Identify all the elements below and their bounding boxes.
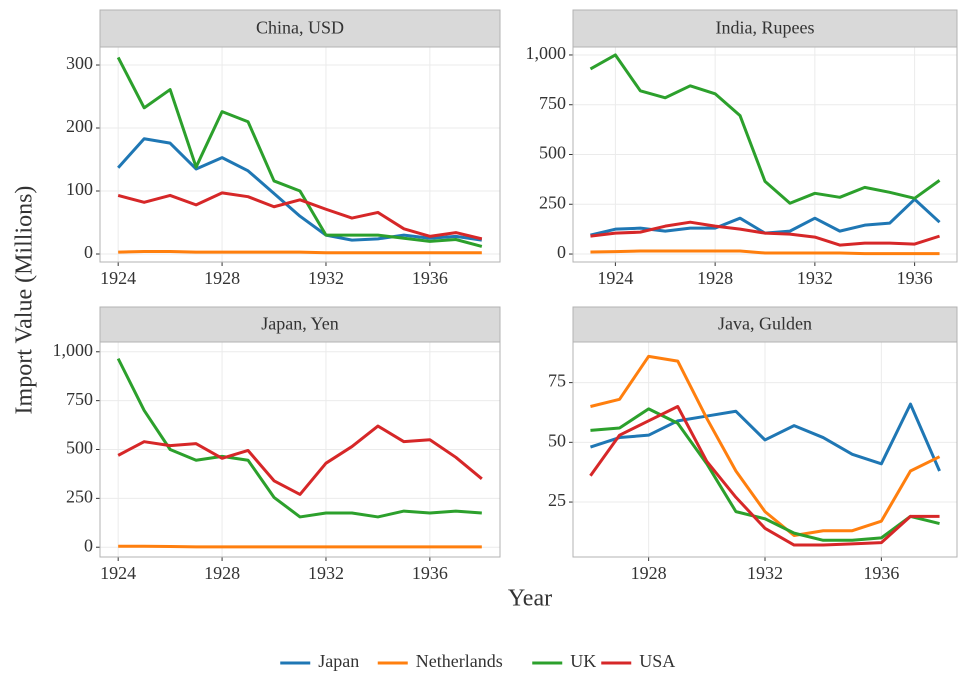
series-line (589, 405, 940, 547)
series-line (117, 424, 483, 496)
panel-border (572, 46, 958, 263)
x-tick-label: 1924 (100, 268, 136, 288)
series-line (589, 53, 941, 205)
panel-title: India, Rupees (716, 18, 815, 38)
y-tick-label: 500 (66, 438, 93, 458)
y-tick-label: 1,000 (53, 340, 94, 360)
y-tick-label: 100 (66, 179, 93, 199)
legend-label: USA (639, 651, 675, 671)
strip (572, 9, 958, 48)
series-line (590, 249, 940, 256)
y-tick-label: 25 (548, 490, 566, 510)
x-tick-label: 1932 (797, 268, 833, 288)
x-tick-label: 1936 (863, 563, 899, 583)
y-tick-label: 250 (66, 486, 93, 506)
panel-title: Java, Gulden (718, 314, 812, 334)
y-tick-label: 750 (66, 389, 93, 409)
legend-label: UK (570, 651, 596, 671)
y-tick-label: 300 (66, 53, 93, 73)
y-tick-label: 250 (539, 192, 566, 212)
y-tick-label: 0 (84, 535, 93, 555)
panel-title: Japan, Yen (261, 314, 339, 334)
y-tick-label: 50 (548, 430, 566, 450)
series-line (116, 357, 482, 519)
x-tick-label: 1936 (412, 563, 448, 583)
series-line (118, 249, 482, 255)
series-line (589, 402, 941, 472)
x-tick-label: 1928 (204, 563, 240, 583)
strip (99, 9, 501, 48)
series-line (116, 56, 483, 248)
x-tick-label: 1932 (308, 563, 344, 583)
series-line (117, 191, 483, 241)
strip (99, 306, 501, 343)
series-line (590, 220, 941, 247)
strip (572, 306, 958, 343)
x-tick-label: 1932 (747, 563, 783, 583)
y-tick-label: 0 (84, 242, 93, 262)
x-tick-label: 1932 (308, 268, 344, 288)
legend-label: Netherlands (416, 651, 503, 671)
x-axis-label: Year (508, 586, 552, 612)
legend-label: Japan (318, 651, 359, 671)
x-tick-label: 1928 (697, 268, 733, 288)
panel-border (99, 341, 501, 558)
series-line (590, 354, 941, 537)
y-axis-label: Import Value (Millions) (12, 186, 38, 415)
x-tick-label: 1924 (100, 563, 136, 583)
series-line (590, 407, 940, 542)
panel-border (572, 341, 958, 558)
y-tick-label: 500 (539, 143, 566, 163)
panel-border (99, 46, 501, 263)
y-tick-label: 750 (539, 93, 566, 113)
x-tick-label: 1936 (412, 268, 448, 288)
x-tick-label: 1924 (597, 268, 633, 288)
y-tick-label: 75 (548, 371, 566, 391)
y-tick-label: 1,000 (526, 43, 567, 63)
x-tick-label: 1928 (204, 268, 240, 288)
x-tick-label: 1936 (897, 268, 933, 288)
y-tick-label: 200 (66, 116, 93, 136)
series-line (117, 137, 483, 242)
x-tick-label: 1928 (631, 563, 667, 583)
panel-title: China, USD (256, 18, 344, 38)
series-line (118, 544, 482, 549)
y-tick-label: 0 (557, 242, 566, 262)
